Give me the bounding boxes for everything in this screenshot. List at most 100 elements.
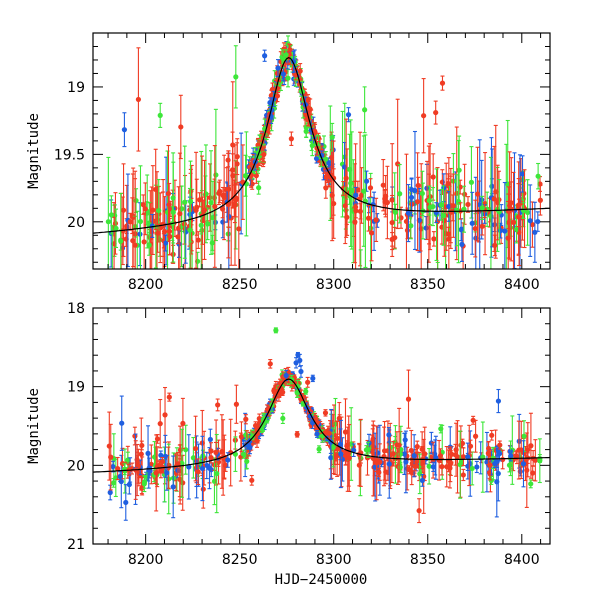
top-panel-y-axis-label: Magnitude	[26, 113, 42, 189]
data-point	[376, 467, 382, 478]
data-point	[487, 449, 493, 481]
data-point	[421, 78, 427, 154]
data-point	[110, 460, 116, 473]
data-point	[419, 474, 426, 487]
data-point	[217, 179, 223, 204]
data-point	[396, 407, 402, 483]
data-point	[508, 450, 514, 462]
y-tick-label: 19.5	[54, 147, 85, 163]
data-point	[414, 440, 420, 453]
data-point	[145, 425, 151, 482]
data-point	[438, 424, 444, 434]
data-point	[303, 387, 309, 395]
data-point	[139, 440, 145, 451]
data-point	[166, 392, 172, 402]
data-point	[457, 430, 463, 499]
x-tick-label: 8200	[128, 277, 164, 293]
x-tick-label: 8250	[222, 552, 258, 568]
y-tick-label: 20	[67, 458, 85, 474]
data-point	[339, 110, 346, 218]
data-point	[314, 430, 320, 438]
data-point	[322, 409, 329, 417]
data-point	[519, 155, 526, 193]
data-point	[261, 146, 267, 163]
data-point	[365, 441, 371, 458]
data-point	[343, 118, 349, 238]
data-point	[162, 234, 169, 252]
data-point	[459, 438, 466, 449]
data-point	[537, 438, 543, 484]
data-point	[153, 434, 159, 512]
data-point	[186, 434, 192, 500]
x-tick-label: 8400	[504, 552, 540, 568]
data-point	[535, 162, 541, 190]
data-point	[212, 145, 218, 268]
data-point	[434, 167, 441, 269]
data-point	[472, 419, 479, 453]
data-point	[269, 82, 276, 97]
data-point	[502, 181, 508, 269]
data-point	[423, 216, 429, 241]
y-tick-label: 19	[67, 80, 85, 96]
data-point	[244, 440, 250, 450]
data-point	[358, 249, 363, 269]
y-tick-label: 21	[67, 537, 85, 553]
data-point	[447, 447, 453, 489]
data-point	[510, 171, 517, 269]
y-tick-label: 18	[67, 301, 85, 317]
data-point	[415, 152, 421, 252]
data-point	[446, 191, 452, 222]
data-point	[453, 422, 459, 477]
data-point	[159, 456, 166, 467]
data-point	[127, 212, 133, 231]
data-point	[469, 451, 475, 486]
data-point	[525, 179, 531, 246]
bottom-panel-model-curve	[93, 378, 550, 473]
data-point	[419, 170, 425, 217]
data-point	[146, 234, 152, 256]
data-point	[201, 199, 207, 223]
data-point	[190, 436, 196, 479]
data-point	[467, 439, 474, 453]
data-point	[345, 107, 352, 123]
data-point	[474, 460, 480, 474]
data-point	[389, 232, 395, 247]
data-point	[524, 432, 530, 508]
data-point	[219, 414, 225, 489]
data-point	[344, 209, 350, 226]
x-tick-label: 8300	[316, 277, 352, 293]
data-point	[382, 188, 388, 215]
data-point	[123, 484, 129, 521]
bottom-panel-ticks	[93, 307, 550, 545]
data-point	[468, 146, 475, 219]
data-point	[386, 429, 392, 499]
top-panel-model-curve	[93, 57, 550, 234]
top-panel-points	[105, 35, 543, 269]
data-point	[256, 180, 262, 195]
data-point	[142, 182, 148, 236]
data-point	[187, 187, 193, 269]
data-point	[275, 59, 281, 78]
data-point	[428, 431, 434, 455]
data-point	[469, 191, 475, 255]
data-point	[460, 468, 466, 482]
data-point	[193, 151, 199, 269]
x-tick-label: 8400	[504, 277, 540, 293]
data-point	[520, 440, 527, 488]
data-point	[243, 414, 249, 425]
data-point	[426, 185, 432, 216]
top-panel: 8200 8250 8300 8350 8400 19 19.5 20 Magnitude	[26, 32, 551, 293]
data-point	[435, 261, 440, 269]
data-point	[249, 474, 255, 486]
data-point	[426, 448, 432, 485]
data-point	[363, 170, 370, 192]
data-point	[162, 386, 168, 443]
data-point	[465, 442, 471, 471]
data-point	[342, 398, 349, 466]
data-point	[232, 436, 238, 472]
data-point	[527, 184, 533, 257]
bottom-panel-y-tick-labels: 18 19 20 21	[67, 301, 85, 553]
data-point	[196, 192, 203, 208]
data-point	[230, 153, 236, 198]
